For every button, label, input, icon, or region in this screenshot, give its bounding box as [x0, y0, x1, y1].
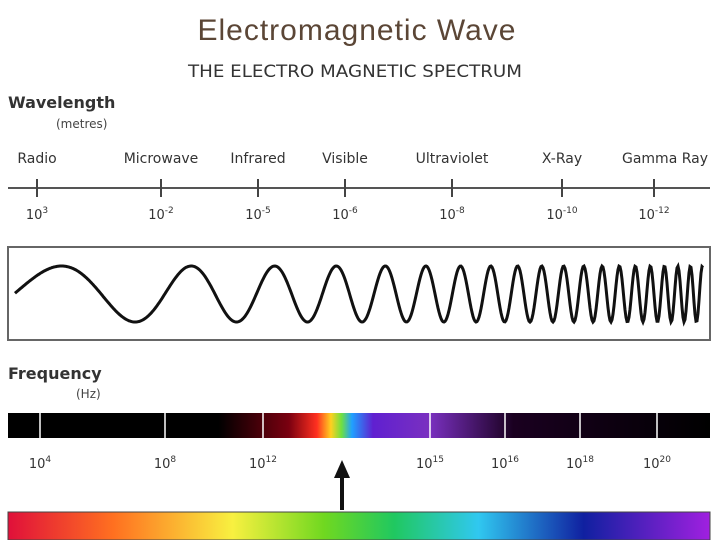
- axis-label: Frequency: [8, 364, 102, 383]
- base: 10: [148, 208, 165, 223]
- exponent: -6: [349, 206, 358, 216]
- power-label: 1020: [643, 455, 671, 472]
- base: 10: [154, 457, 171, 472]
- base: 10: [439, 208, 456, 223]
- exponent: -8: [456, 206, 465, 216]
- power-label: 1016: [491, 455, 519, 472]
- exponent: -10: [563, 206, 578, 216]
- base: 10: [638, 208, 655, 223]
- exponent: 20: [660, 455, 672, 465]
- power-label: 10-8: [439, 206, 465, 223]
- power-label: 1012: [249, 455, 277, 472]
- base: 10: [332, 208, 349, 223]
- spectrum-bar: [8, 413, 710, 438]
- base: 10: [566, 457, 583, 472]
- exponent: -5: [262, 206, 271, 216]
- exponent: 4: [45, 455, 51, 465]
- exponent: -2: [165, 206, 174, 216]
- power-label: 108: [154, 455, 177, 472]
- band-name: Infrared: [230, 151, 285, 167]
- band-name: Gamma Ray: [622, 151, 708, 167]
- base: 10: [245, 208, 262, 223]
- band-name: Visible: [322, 151, 368, 167]
- band-name: Radio: [17, 151, 56, 167]
- exponent: 12: [266, 455, 277, 465]
- exponent: 15: [433, 455, 444, 465]
- band-name: Microwave: [124, 151, 199, 167]
- base: 10: [416, 457, 433, 472]
- power-label: 10-5: [245, 206, 271, 223]
- axis-label: Wavelength: [8, 93, 115, 112]
- wave-box: [7, 246, 711, 341]
- power-label: 10-12: [638, 206, 669, 223]
- exponent: 3: [42, 206, 48, 216]
- power-label: 10-2: [148, 206, 174, 223]
- labels: Radio103Microwave10-2Infrared10-5Visible…: [17, 151, 708, 472]
- band-name: X-Ray: [542, 151, 582, 167]
- base: 10: [643, 457, 660, 472]
- power-label: 103: [26, 206, 48, 223]
- base: 10: [26, 208, 43, 223]
- exponent: -12: [655, 206, 670, 216]
- power-label: 1018: [566, 455, 594, 472]
- arrow-head: [334, 460, 350, 478]
- wave: [13, 261, 705, 327]
- power-label: 10-10: [546, 206, 578, 223]
- base: 10: [249, 457, 266, 472]
- slide-title: Electromagnetic Wave: [197, 14, 516, 47]
- axis-unit: (Hz): [76, 387, 101, 401]
- base: 10: [29, 457, 46, 472]
- exponent: 18: [583, 455, 595, 465]
- power-label: 1015: [416, 455, 444, 472]
- visible-bar: [7, 511, 711, 540]
- band-name: Ultraviolet: [416, 151, 489, 167]
- exponent: 8: [170, 455, 176, 465]
- exponent: 16: [508, 455, 520, 465]
- power-label: 10-6: [332, 206, 358, 223]
- axis-unit: (metres): [56, 117, 107, 131]
- base: 10: [491, 457, 508, 472]
- diagram-title: THE ELECTRO MAGNETIC SPECTRUM: [187, 62, 522, 82]
- base: 10: [546, 208, 563, 223]
- power-label: 104: [29, 455, 52, 472]
